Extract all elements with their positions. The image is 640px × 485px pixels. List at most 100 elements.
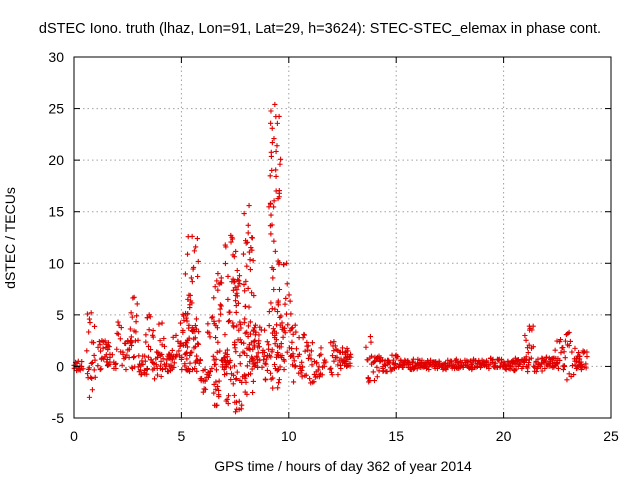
data-point — [134, 301, 140, 307]
data-point — [142, 358, 148, 364]
data-point — [275, 302, 281, 308]
data-point — [171, 360, 177, 366]
data-point — [275, 385, 281, 391]
data-point — [247, 371, 254, 377]
data-point — [564, 377, 570, 383]
data-point — [244, 363, 250, 369]
data-point — [528, 355, 534, 361]
data-point — [269, 139, 275, 146]
data-point — [144, 315, 151, 321]
data-point — [338, 365, 344, 372]
data-point — [92, 357, 98, 363]
data-point — [241, 350, 248, 356]
data-point — [249, 247, 255, 253]
data-point — [571, 371, 577, 378]
data-point — [158, 373, 164, 380]
data-point — [470, 356, 477, 362]
data-point — [555, 365, 561, 372]
data-point — [127, 326, 133, 332]
data-point — [292, 363, 299, 369]
data-point — [249, 235, 256, 241]
data-point — [185, 365, 191, 372]
data-point — [86, 316, 93, 322]
data-point — [195, 273, 201, 280]
data-point — [215, 287, 221, 293]
data-point — [479, 357, 485, 363]
data-point — [554, 338, 560, 344]
data-point — [236, 273, 243, 279]
data-point — [202, 378, 208, 384]
data-point — [234, 267, 240, 274]
data-point — [237, 280, 243, 287]
data-point — [235, 300, 242, 306]
data-point — [417, 364, 423, 371]
data-point — [268, 108, 274, 114]
data-point — [145, 354, 152, 360]
data-point — [188, 350, 194, 356]
data-point — [179, 354, 185, 361]
data-point — [268, 120, 274, 126]
data-point — [368, 353, 375, 359]
y-tick-label: 20 — [48, 152, 64, 168]
data-point — [244, 329, 250, 335]
data-point — [151, 376, 158, 382]
data-point — [251, 325, 258, 331]
data-point — [318, 351, 324, 357]
data-point — [270, 266, 276, 273]
data-point — [309, 340, 316, 346]
data-point — [225, 400, 231, 407]
data-point — [185, 296, 191, 302]
data-point — [114, 346, 120, 352]
data-point — [115, 319, 121, 325]
data-point — [316, 374, 322, 380]
data-point — [158, 358, 164, 364]
data-point — [80, 366, 86, 372]
data-point — [261, 357, 267, 363]
data-point — [505, 358, 511, 364]
data-point — [496, 356, 502, 362]
data-point — [311, 379, 317, 385]
data-point — [144, 371, 150, 377]
data-point — [558, 350, 564, 356]
data-point — [275, 380, 282, 386]
data-point — [494, 364, 501, 371]
data-point — [409, 366, 415, 373]
data-point — [368, 339, 374, 345]
data-point — [233, 248, 239, 255]
data-point — [206, 372, 213, 378]
data-point — [266, 204, 272, 210]
data-point — [511, 367, 517, 374]
data-point — [189, 349, 195, 355]
y-tick-label: 5 — [56, 307, 64, 323]
data-point — [202, 386, 209, 392]
data-point — [231, 363, 238, 369]
data-point — [150, 327, 156, 334]
data-point — [300, 364, 306, 370]
data-point — [370, 369, 376, 375]
data-point — [118, 324, 124, 331]
data-point — [303, 372, 309, 378]
data-point — [578, 366, 584, 373]
data-point — [86, 365, 92, 371]
data-point — [187, 360, 193, 366]
data-point — [557, 337, 564, 343]
data-point — [584, 349, 590, 355]
data-point — [218, 303, 224, 309]
data-point — [263, 377, 269, 383]
data-point — [301, 331, 307, 338]
data-point — [271, 361, 278, 368]
data-point — [293, 346, 300, 352]
data-point — [183, 315, 189, 321]
data-point — [277, 161, 283, 167]
data-point — [249, 389, 256, 396]
x-tick-label: 5 — [178, 428, 186, 444]
data-point — [146, 312, 152, 318]
data-point — [97, 348, 104, 354]
data-point — [212, 334, 219, 341]
data-point — [269, 306, 275, 312]
data-point — [176, 348, 182, 354]
data-point — [148, 357, 154, 363]
data-point — [236, 278, 242, 284]
data-point — [566, 371, 572, 377]
